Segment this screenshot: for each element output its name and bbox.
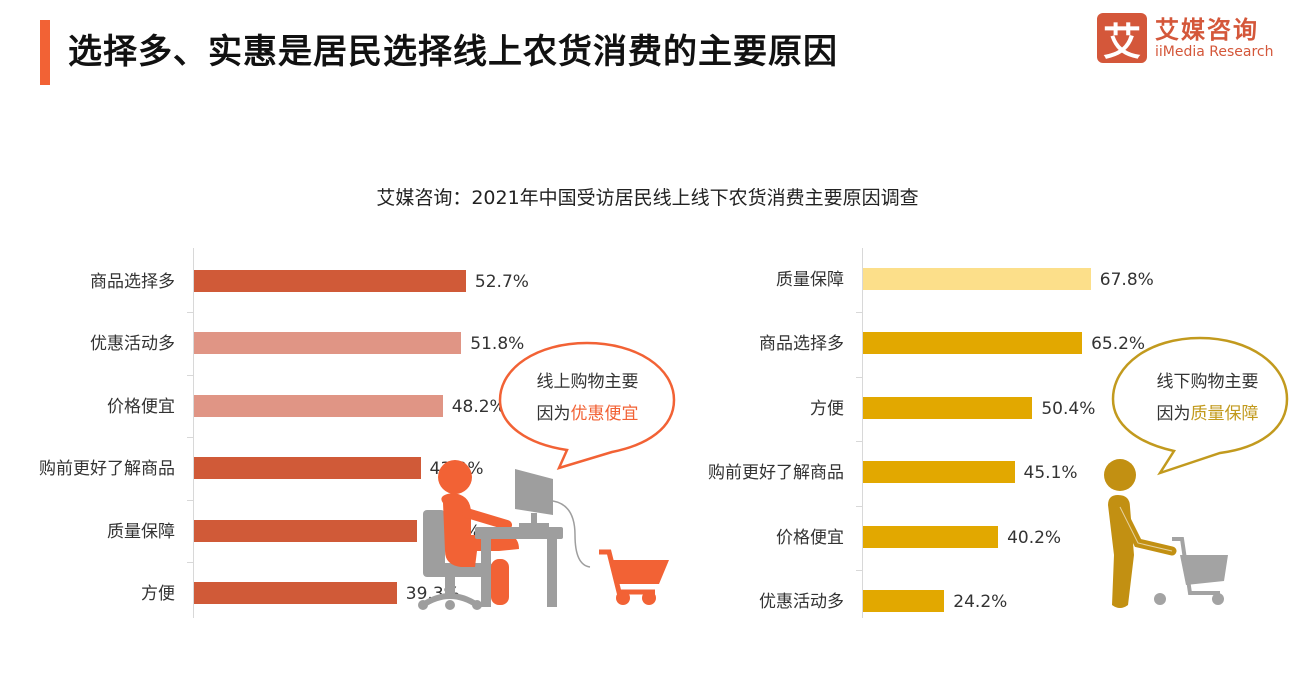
online-callout-bubble: [498, 341, 676, 470]
logo-mark: 艾: [1097, 13, 1147, 64]
bar: [194, 394, 443, 417]
iimedia-logo: 艾 艾媒咨询 iiMedia Research: [1097, 13, 1274, 64]
axis-tick: [856, 441, 862, 443]
category-label: 质量保障: [107, 521, 175, 542]
offline-callout-text: 线下购物主要 因为质量保障: [1156, 372, 1259, 424]
category-label: 优惠活动多: [90, 334, 175, 355]
category-label: 方便: [141, 584, 175, 604]
category-label: 购前更好了解商品: [39, 459, 175, 480]
category-label-wrap: 购前更好了解商品: [0, 457, 175, 481]
bar: [863, 268, 1091, 290]
value-label: 40.2%: [1007, 527, 1062, 548]
axis-tick: [187, 437, 193, 439]
bar: [863, 332, 1083, 355]
category-label-wrap: 价格便宜: [0, 395, 175, 419]
category-label: 方便: [810, 398, 844, 419]
category-label-wrap: 方便: [0, 582, 175, 606]
value-label: 48.2%: [451, 396, 506, 417]
value-label: 67.8%: [1099, 270, 1154, 290]
bar: [863, 396, 1033, 419]
category-label-wrap: 购前更好了解商品: [0, 461, 844, 485]
category-label: 购前更好了解商品: [708, 463, 844, 484]
category-label: 商品选择多: [759, 334, 844, 355]
y-axis-line: [193, 248, 194, 618]
category-label-wrap: 方便: [0, 397, 844, 421]
person-at-computer-icon: [418, 460, 591, 610]
online-callout-text: 线上购物主要 因为优惠便宜: [536, 372, 639, 424]
bar: [194, 270, 466, 292]
chart-title: 艾媒咨询：2021年中国受访居民线上线下农货消费主要原因调查: [376, 187, 919, 209]
shopping-cart-icon: [599, 549, 669, 605]
category-label: 优惠活动多: [759, 592, 844, 612]
bar: [863, 525, 999, 548]
category-label: 价格便宜: [776, 527, 844, 548]
axis-tick: [187, 499, 193, 501]
logo-name-cn: 艾媒咨询: [1155, 16, 1259, 44]
title-accent-bar: [40, 20, 50, 85]
axis-tick: [856, 376, 862, 378]
category-label: 价格便宜: [107, 396, 175, 417]
value-label: 45.1%: [1023, 463, 1078, 484]
y-axis-line: [862, 248, 863, 618]
category-label-wrap: 优惠活动多: [0, 590, 844, 614]
value-label: 51.8%: [470, 334, 525, 355]
value-label: 65.2%: [1091, 334, 1146, 355]
bar: [863, 590, 945, 612]
value-label: 50.4%: [1041, 398, 1096, 419]
offline-callout-bubble: [1111, 336, 1289, 476]
bar: [194, 582, 397, 604]
value-label: 24.2%: [953, 592, 1008, 612]
category-label-wrap: 商品选择多: [0, 270, 175, 294]
category-label-wrap: 质量保障: [0, 268, 844, 292]
category-label-wrap: 优惠活动多: [0, 332, 175, 356]
value-label: 52.7%: [474, 272, 529, 292]
axis-tick: [856, 570, 862, 571]
axis-tick: [187, 562, 193, 563]
page-title: 选择多、实惠是居民选择线上农货消费的主要原因: [68, 32, 838, 72]
category-label: 商品选择多: [90, 272, 175, 292]
axis-tick: [856, 505, 862, 507]
category-label-wrap: 商品选择多: [0, 332, 844, 356]
axis-tick: [856, 312, 862, 314]
bar: [194, 332, 462, 355]
bar: [194, 457, 421, 480]
category-label-wrap: 价格便宜: [0, 526, 844, 550]
person-pushing-cart-icon: [1104, 459, 1228, 608]
axis-tick: [187, 374, 193, 376]
category-label: 质量保障: [776, 270, 844, 290]
bar: [863, 461, 1015, 484]
bar: [194, 519, 418, 542]
logo-name-en: iiMedia Research: [1155, 44, 1274, 60]
category-label-wrap: 质量保障: [0, 520, 175, 544]
axis-tick: [187, 312, 193, 314]
